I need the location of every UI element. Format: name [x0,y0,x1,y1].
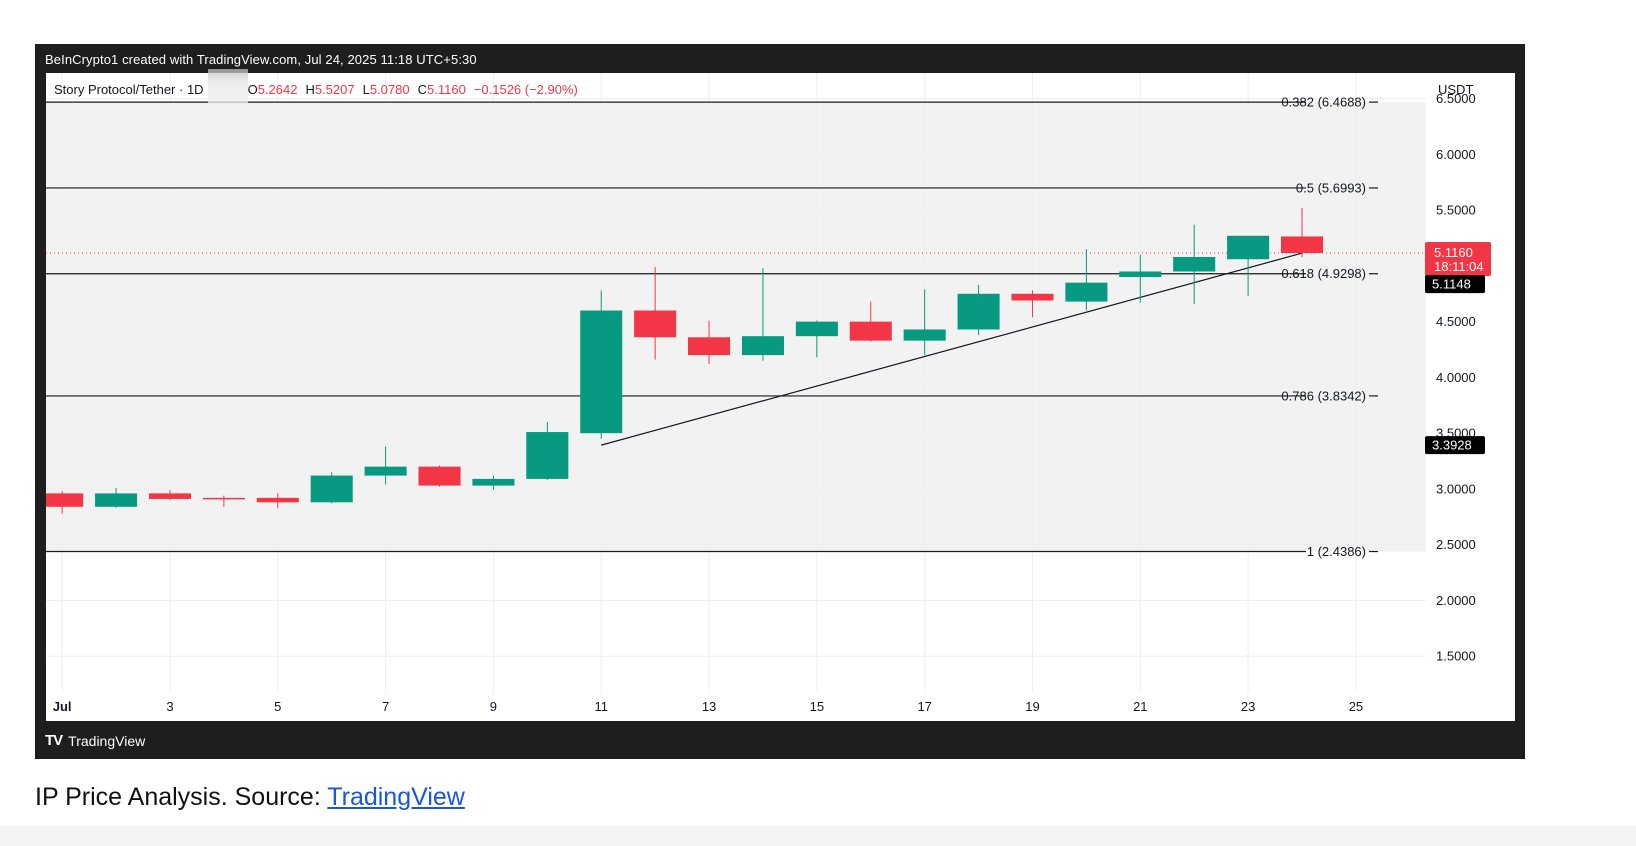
close-value: 5.1160 [427,81,466,97]
x-tick-label: 25 [1349,699,1363,714]
high-value: 5.5207 [314,81,355,97]
candle-body [46,493,84,507]
fib-level-label: 0.382 (6.4688) [1281,95,1366,110]
y-tick-label: 4.0000 [1436,370,1476,385]
candle-body [957,293,1000,330]
source-link[interactable]: TradingView [327,783,465,811]
chart-footer: TV TradingView [45,732,145,749]
page-bottom-strip [0,826,1636,846]
candle-body [526,432,569,479]
y-tick-label: 6.5000 [1436,91,1476,106]
fib-level-label: 0.618 (4.9298) [1281,266,1366,281]
x-tick-label: 21 [1133,699,1147,714]
candle-body [688,337,731,356]
candle-body [1011,293,1054,301]
y-tick-label: 4.5000 [1436,314,1476,329]
x-tick-label: 17 [917,699,931,714]
y-tick-label: 2.0000 [1436,593,1476,608]
x-tick-label: 11 [594,699,608,714]
change-value: −0.1526 (−2.90%) [473,81,578,97]
fib-level-label: 0.5 (5.6993) [1296,180,1366,195]
low-label: L [362,81,370,97]
candle-body [1065,282,1108,302]
chart-legend: Story Protocol/Tether · 1D O 5.2642 H 5.… [54,69,578,109]
y-tick-label: 5.5000 [1436,203,1476,218]
candle-body [903,329,946,341]
candle-body [795,321,838,337]
close-label: C [417,81,427,97]
y-tick-label: 3.0000 [1436,481,1476,496]
candle-body [1227,235,1270,260]
price-marker-badge [1425,275,1485,294]
price-marker-text: 3.3928 [1432,438,1472,453]
y-tick-label: 2.5000 [1436,537,1476,552]
x-tick-label: 3 [166,699,173,714]
candlestick-chart[interactable]: 0.382 (6.4688) 0.5 (5.6993) 0.618 (4.9298)… [46,73,1515,721]
candle-body [741,336,784,356]
candle-body [1119,271,1162,278]
low-value: 5.0780 [369,81,410,97]
open-value: 5.2642 [257,81,298,97]
chart-area[interactable]: 0.382 (6.4688) 0.5 (5.6993) 0.618 (4.9298)… [46,69,1515,721]
candle-body [472,478,515,486]
x-tick-label: 5 [274,699,281,714]
high-label: H [305,81,315,97]
candle-body [256,497,299,503]
x-tick-label: 19 [1025,699,1039,714]
price-marker-text: 5.1148 [1432,277,1471,292]
candle-body [364,466,407,476]
image-caption: IP Price Analysis. Source: TradingView [35,783,465,812]
currency-label: USDT [1438,82,1473,97]
x-tick-label: 7 [382,699,389,714]
x-tick-label: 15 [810,699,824,714]
candle-body [849,321,892,341]
chart-frame: BeInCrypto1 created with TradingView.com… [35,44,1525,759]
candle-body [418,466,461,486]
support-trendline [601,252,1303,446]
current-price-text: 5.1160 [1434,245,1473,260]
tradingview-logo-icon: TV [45,732,63,749]
candle-body [1173,256,1216,272]
candle-body [634,310,677,338]
candle-body [580,310,623,434]
fib-level-label: 1 (2.4386) [1307,544,1366,559]
candle-body [95,493,138,507]
fib-zone-shading [46,102,1426,552]
caption-text: IP Price Analysis. Source: [35,783,328,811]
obscured-region [207,69,248,109]
x-tick-label: 13 [702,699,716,714]
brand-name: TradingView [68,732,146,749]
countdown-text: 18:11:04 [1434,259,1484,274]
open-label: O [247,81,258,97]
price-axis-background [1426,73,1515,693]
candle-body [148,493,192,499]
symbol-label[interactable]: Story Protocol/Tether · 1D [54,81,204,97]
fib-level-label: 0.786 (3.8342) [1281,388,1366,403]
x-tick-label: Jul [53,699,72,714]
candle-body [202,497,245,500]
price-marker-badge [1425,436,1485,455]
x-tick-label: 23 [1241,699,1255,714]
chart-header: BeInCrypto1 created with TradingView.com… [45,52,477,67]
candle-body [1280,236,1324,253]
x-tick-label: 9 [490,699,497,714]
y-tick-label: 6.0000 [1436,147,1476,162]
time-axis-background [46,693,1515,721]
current-price-badge [1425,241,1491,276]
y-tick-label: 1.5000 [1436,649,1476,664]
candle-body [310,475,353,503]
